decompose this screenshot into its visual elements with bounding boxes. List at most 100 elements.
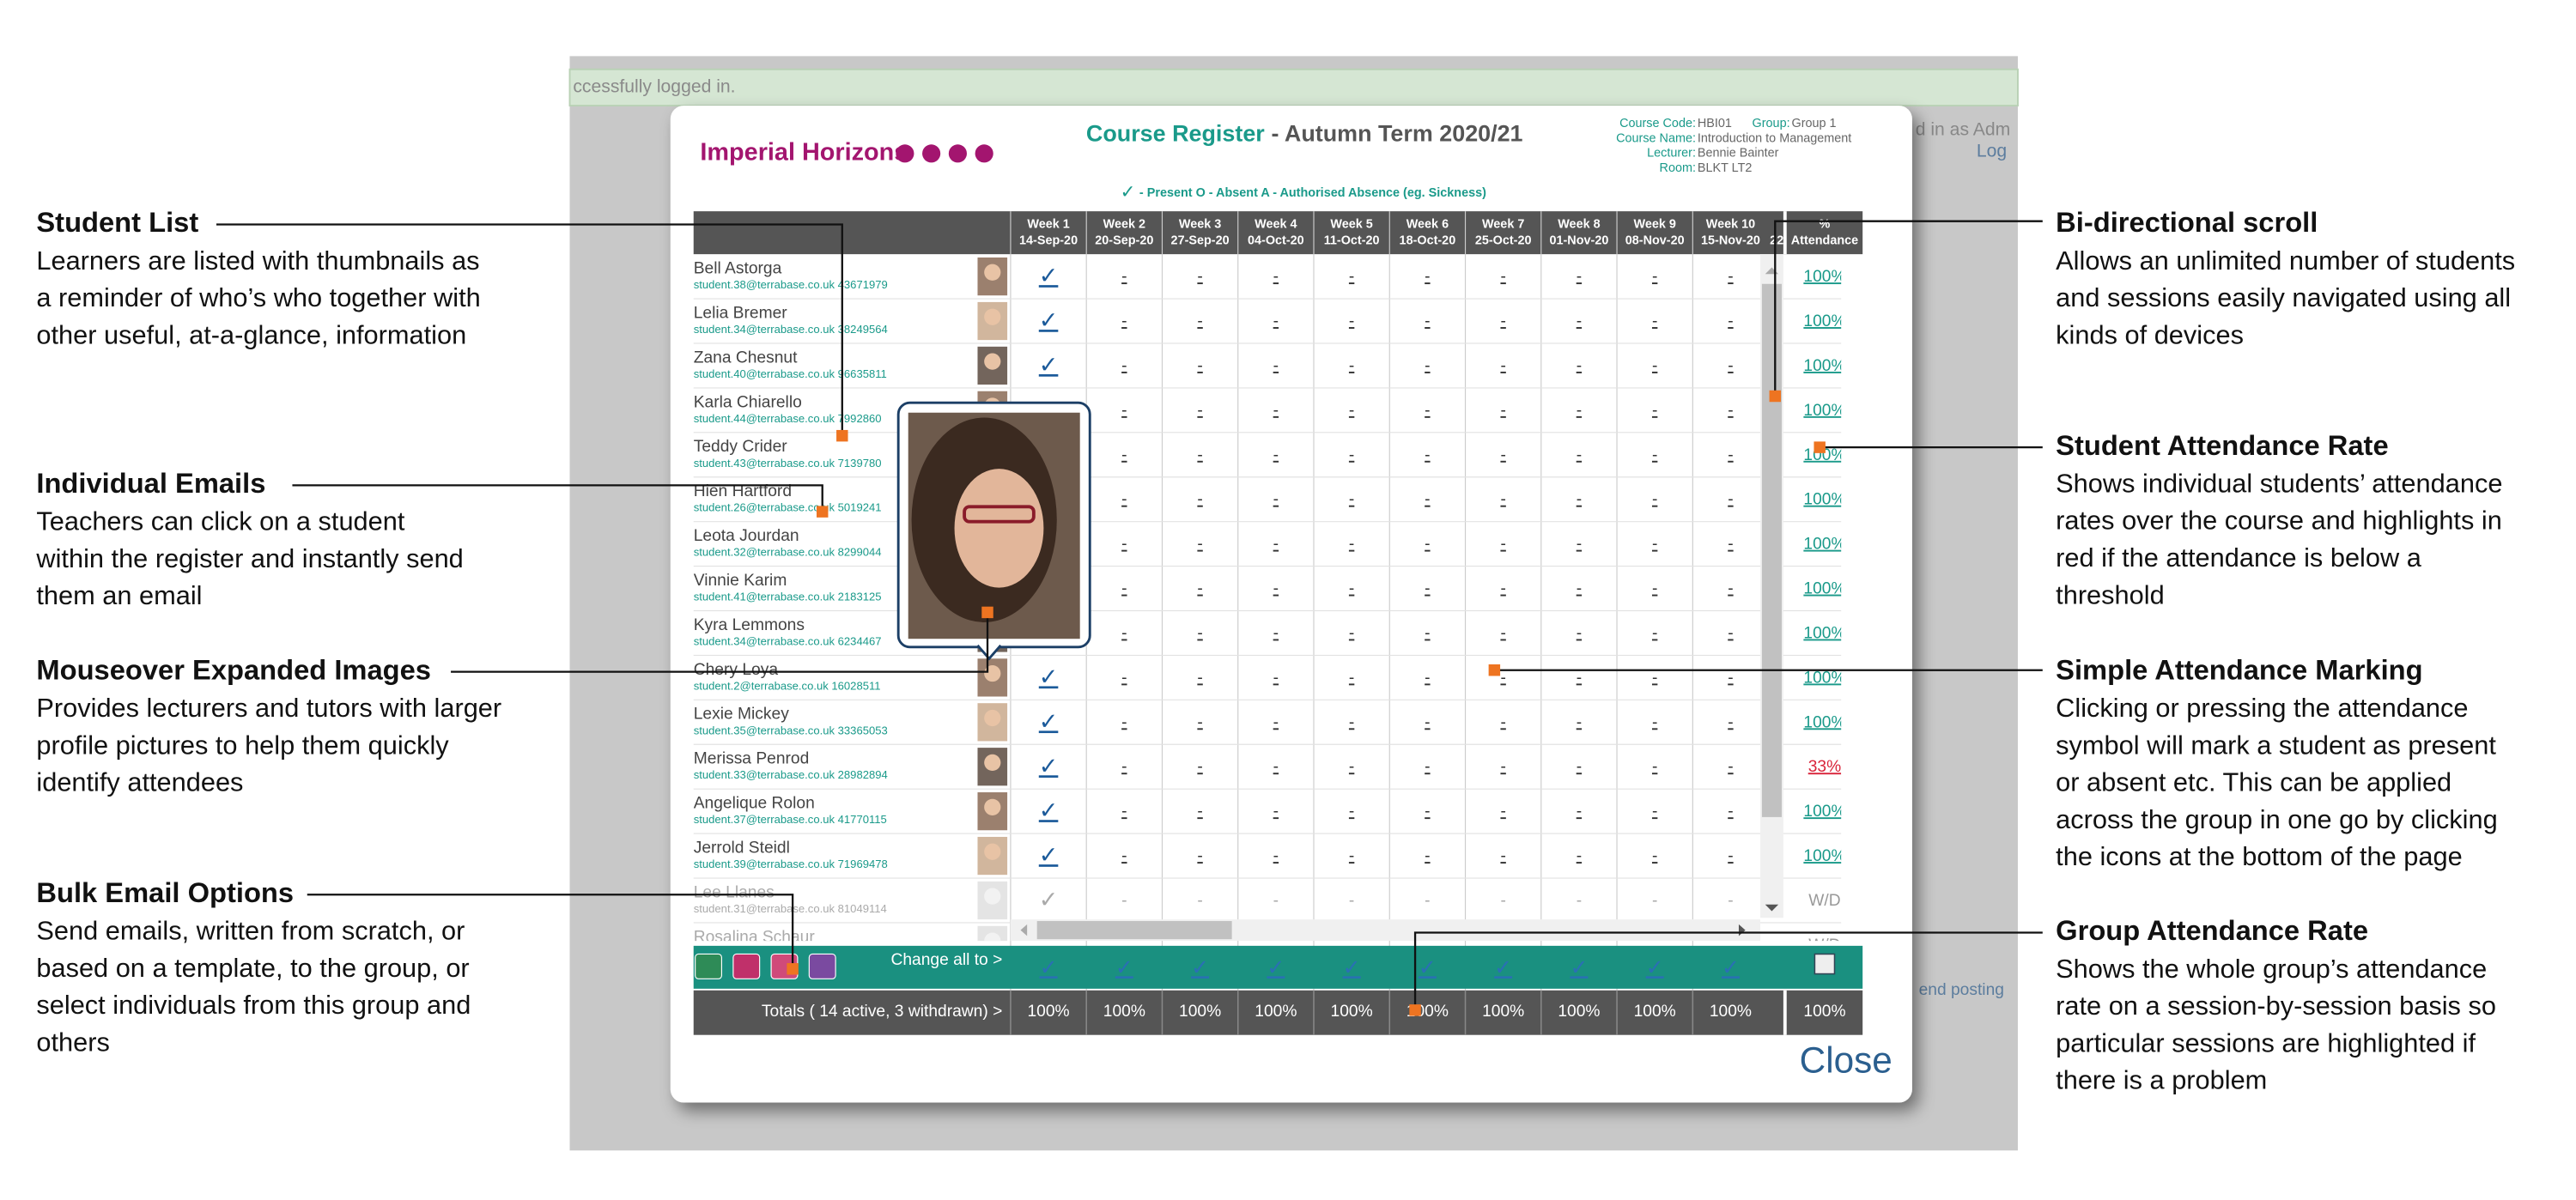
v-scroll-arrow[interactable] xyxy=(1765,904,1779,912)
change-all-mark[interactable]: ✓ xyxy=(1040,955,1058,979)
change-all-mark[interactable]: ✓ xyxy=(1191,955,1209,979)
attendance-mark[interactable]: - xyxy=(1577,491,1582,509)
attendance-mark[interactable]: - xyxy=(1425,268,1430,286)
attendance-mark[interactable]: ✓ xyxy=(1039,708,1059,734)
attendance-mark[interactable]: - xyxy=(1349,758,1354,776)
attendance-mark[interactable]: - xyxy=(1577,758,1582,776)
attendance-rate[interactable]: 100% xyxy=(1803,847,1845,865)
attendance-mark[interactable]: - xyxy=(1197,669,1202,687)
attendance-mark[interactable]: - xyxy=(1652,312,1657,330)
attendance-mark[interactable]: - xyxy=(1197,713,1202,731)
attendance-mark[interactable]: - xyxy=(1577,402,1582,420)
attendance-mark[interactable]: - xyxy=(1577,669,1582,687)
attendance-mark[interactable]: - xyxy=(1349,713,1354,731)
attendance-mark[interactable]: - xyxy=(1197,357,1202,375)
attendance-mark[interactable]: - xyxy=(1500,847,1505,865)
attendance-mark[interactable]: - xyxy=(1728,758,1733,776)
attendance-mark[interactable]: - xyxy=(1577,446,1582,464)
student-email[interactable]: student.32@terrabase.co.uk 8299044 xyxy=(694,546,882,559)
attendance-rate[interactable]: 100% xyxy=(1803,669,1845,687)
attendance-mark[interactable]: - xyxy=(1121,758,1127,776)
attendance-mark[interactable]: - xyxy=(1577,803,1582,821)
attendance-mark[interactable]: - xyxy=(1728,803,1733,821)
attendance-mark[interactable]: - xyxy=(1197,268,1202,286)
attendance-mark[interactable]: - xyxy=(1728,536,1733,554)
student-email[interactable]: student.26@terrabase.co.uk 5019241 xyxy=(694,501,882,514)
student-email[interactable]: student.43@terrabase.co.uk 7139780 xyxy=(694,457,882,470)
attendance-mark[interactable]: - xyxy=(1652,268,1657,286)
attendance-mark[interactable]: - xyxy=(1197,402,1202,420)
attendance-rate[interactable]: 100% xyxy=(1803,803,1845,821)
attendance-mark[interactable]: - xyxy=(1500,446,1505,464)
student-email[interactable]: student.35@terrabase.co.uk 33365053 xyxy=(694,724,888,736)
attendance-mark[interactable]: ✓ xyxy=(1039,664,1059,689)
save-icon[interactable] xyxy=(1814,953,1836,975)
student-email[interactable]: student.34@terrabase.co.uk 6234467 xyxy=(694,634,882,647)
attendance-rate[interactable]: 100% xyxy=(1803,357,1845,375)
attendance-mark[interactable]: - xyxy=(1500,312,1505,330)
attendance-rate[interactable]: 100% xyxy=(1803,713,1845,731)
attendance-mark[interactable]: - xyxy=(1273,446,1279,464)
attendance-mark[interactable]: - xyxy=(1652,357,1657,375)
attendance-mark[interactable]: - xyxy=(1121,580,1127,598)
attendance-mark[interactable]: - xyxy=(1425,624,1430,642)
attendance-mark[interactable]: - xyxy=(1728,847,1733,865)
attendance-mark[interactable]: - xyxy=(1577,580,1582,598)
attendance-mark[interactable]: - xyxy=(1425,491,1430,509)
attendance-mark[interactable]: ✓ xyxy=(1039,797,1059,823)
bulk-email-icon[interactable] xyxy=(732,953,761,979)
attendance-mark[interactable]: - xyxy=(1577,357,1582,375)
attendance-mark[interactable]: - xyxy=(1121,669,1127,687)
attendance-mark[interactable]: - xyxy=(1500,491,1505,509)
attendance-mark[interactable]: - xyxy=(1273,357,1279,375)
student-email[interactable]: student.38@terrabase.co.uk 43671979 xyxy=(694,278,888,291)
h-scroll-arrow[interactable] xyxy=(1020,924,1028,936)
student-email[interactable]: student.33@terrabase.co.uk 28982894 xyxy=(694,768,888,781)
attendance-rate[interactable]: 33% xyxy=(1808,758,1841,776)
attendance-mark[interactable]: - xyxy=(1728,446,1733,464)
attendance-mark[interactable]: - xyxy=(1349,536,1354,554)
attendance-mark[interactable]: - xyxy=(1577,312,1582,330)
attendance-mark[interactable]: - xyxy=(1121,713,1127,731)
student-email[interactable]: student.40@terrabase.co.uk 96635811 xyxy=(694,367,887,380)
student-email[interactable]: student.31@terrabase.co.uk 81049114 xyxy=(694,902,887,915)
attendance-mark[interactable]: - xyxy=(1349,624,1354,642)
student-email[interactable]: student.39@terrabase.co.uk 71969478 xyxy=(694,858,888,870)
attendance-rate[interactable]: 100% xyxy=(1803,312,1845,330)
attendance-mark[interactable]: - xyxy=(1425,402,1430,420)
attendance-mark[interactable]: - xyxy=(1121,402,1127,420)
attendance-mark[interactable]: - xyxy=(1121,268,1127,286)
bulk-email-icon[interactable] xyxy=(808,953,836,979)
attendance-rate[interactable]: 100% xyxy=(1803,446,1845,464)
attendance-mark[interactable]: ✓ xyxy=(1039,753,1059,779)
logout-link[interactable]: Log xyxy=(1977,142,2007,161)
attendance-mark[interactable]: - xyxy=(1425,803,1430,821)
attendance-mark[interactable]: ✓ xyxy=(1039,307,1059,333)
attendance-mark[interactable]: - xyxy=(1273,758,1279,776)
attendance-mark[interactable]: - xyxy=(1577,713,1582,731)
attendance-rate[interactable]: 100% xyxy=(1803,491,1845,509)
attendance-mark[interactable]: - xyxy=(1577,268,1582,286)
attendance-mark[interactable]: ✓ xyxy=(1039,842,1059,868)
attendance-mark[interactable]: - xyxy=(1500,624,1505,642)
attendance-mark[interactable]: - xyxy=(1121,312,1127,330)
attendance-mark[interactable]: - xyxy=(1197,312,1202,330)
attendance-mark[interactable]: - xyxy=(1197,536,1202,554)
attendance-mark[interactable]: - xyxy=(1425,357,1430,375)
attendance-mark[interactable]: - xyxy=(1121,624,1127,642)
attendance-mark[interactable]: - xyxy=(1425,758,1430,776)
attendance-mark[interactable]: - xyxy=(1349,357,1354,375)
posting-link[interactable]: end posting xyxy=(1919,981,2004,999)
attendance-mark[interactable]: - xyxy=(1349,847,1354,865)
attendance-mark[interactable]: - xyxy=(1121,536,1127,554)
h-scroll-thumb[interactable] xyxy=(1036,921,1232,940)
v-scroll-thumb[interactable] xyxy=(1761,283,1782,817)
attendance-mark[interactable]: - xyxy=(1197,491,1202,509)
attendance-mark[interactable]: - xyxy=(1197,624,1202,642)
attendance-mark[interactable]: - xyxy=(1349,312,1354,330)
attendance-mark[interactable]: - xyxy=(1652,847,1657,865)
attendance-mark[interactable]: - xyxy=(1652,669,1657,687)
attendance-mark[interactable]: - xyxy=(1652,580,1657,598)
change-all-mark[interactable]: ✓ xyxy=(1646,955,1664,979)
attendance-mark[interactable]: - xyxy=(1728,268,1733,286)
